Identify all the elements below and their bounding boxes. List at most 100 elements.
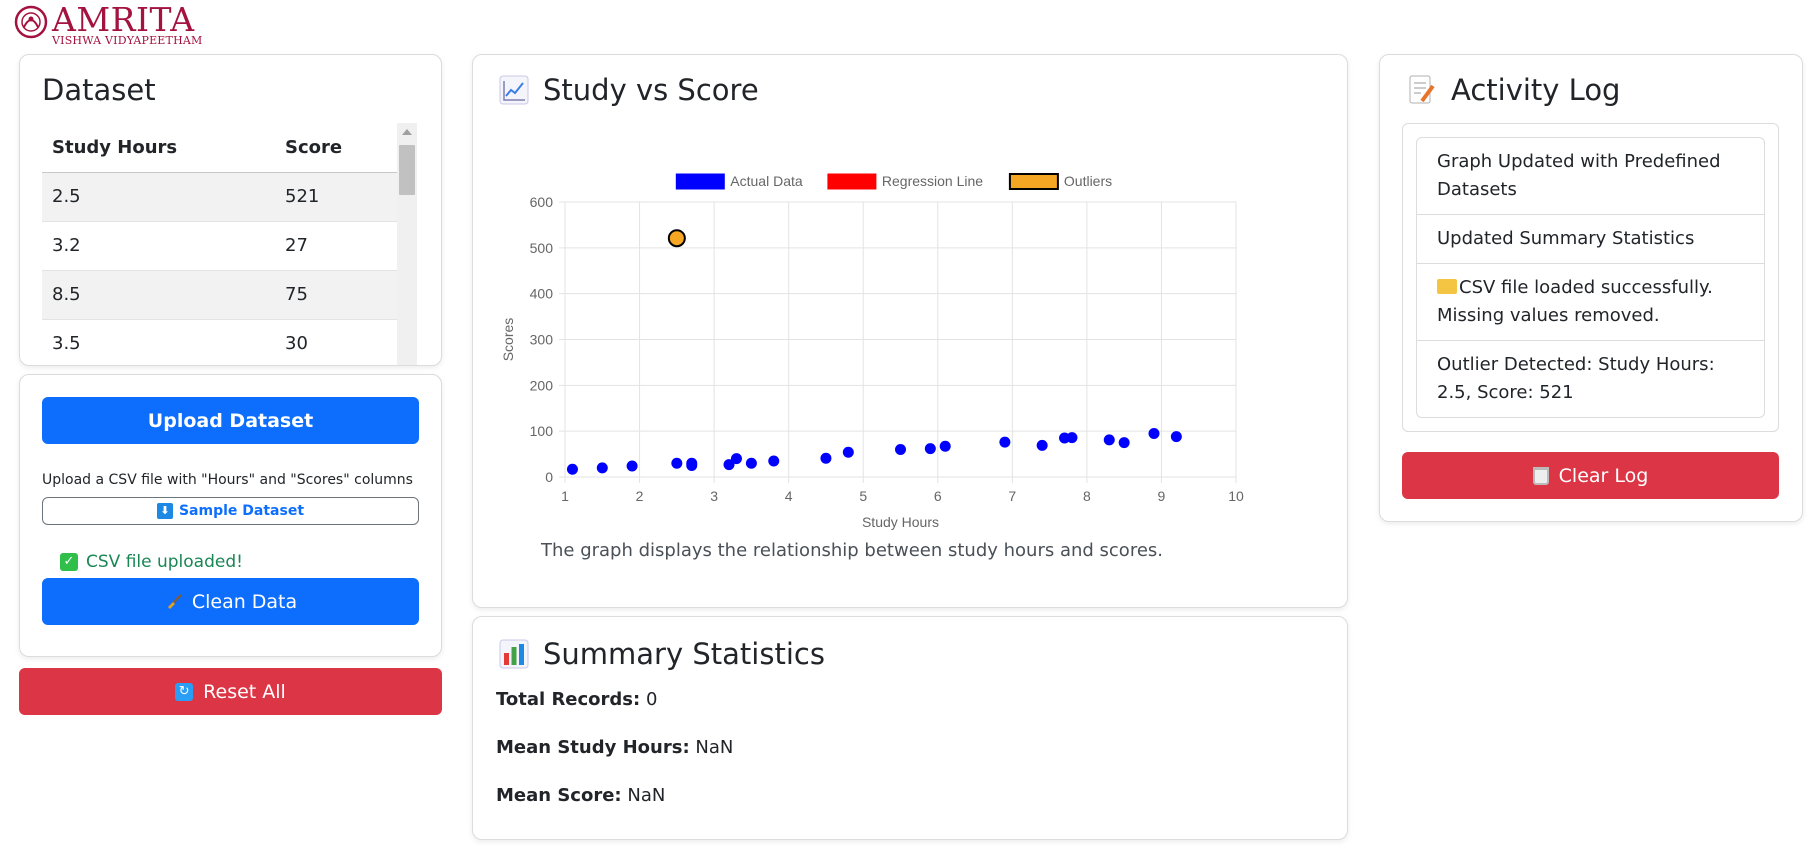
upload-card: Upload Dataset Upload a CSV file with "H… xyxy=(19,374,442,657)
outlier-point xyxy=(667,229,686,248)
scrollbar-thumb[interactable] xyxy=(399,145,415,195)
legend-label: Actual Data xyxy=(730,173,803,189)
reset-all-button[interactable]: ↻ Reset All xyxy=(19,668,442,715)
table-row: 3.5 30 xyxy=(42,319,397,365)
x-tick-label: 5 xyxy=(859,488,867,504)
reset-all-label: Reset All xyxy=(203,680,286,703)
data-point xyxy=(686,457,698,469)
data-point xyxy=(723,459,735,471)
sample-dataset-link[interactable]: ⬇ Sample Dataset xyxy=(42,497,419,525)
legend-swatch xyxy=(827,173,877,190)
data-point xyxy=(596,462,608,474)
sample-dataset-label: Sample Dataset xyxy=(178,503,305,519)
activity-log-container: Graph Updated with Predefined Datasets U… xyxy=(1402,123,1779,432)
data-point xyxy=(1148,427,1160,439)
mean-study-hours-stat: Mean Study Hours: NaN xyxy=(496,737,733,758)
legend-label: Regression Line xyxy=(882,173,983,189)
amrita-logo: AMRITA VISHWA VIDYAPEETHAM xyxy=(14,1,204,47)
data-point xyxy=(939,440,951,452)
chart-icon xyxy=(499,75,529,105)
log-entry: CSV file loaded successfully. Missing va… xyxy=(1417,264,1764,341)
x-tick-label: 1 xyxy=(561,488,569,504)
log-entry: Graph Updated with Predefined Datasets xyxy=(1417,138,1764,215)
cell-study-hours: 8.5 xyxy=(42,270,275,320)
log-entry-text: CSV file loaded successfully. Missing va… xyxy=(1437,277,1713,326)
table-header-row: Study Hours Score xyxy=(42,123,397,173)
y-tick-label: 0 xyxy=(545,469,553,485)
y-tick-label: 600 xyxy=(530,194,554,210)
data-point xyxy=(1103,434,1115,446)
checkmark-icon: ✓ xyxy=(60,553,78,571)
logo-subtitle: VISHWA VIDYAPEETHAM xyxy=(52,34,203,47)
column-header-score: Score xyxy=(275,123,397,173)
cell-score: 521 xyxy=(275,172,397,222)
scroll-up-arrow-icon[interactable] xyxy=(402,129,412,135)
folder-icon xyxy=(1437,279,1457,294)
y-tick-label: 500 xyxy=(530,240,554,256)
data-point xyxy=(768,455,780,467)
dataset-card: Dataset Study Hours Score 2.5 521 3.2 27 xyxy=(19,54,442,366)
clear-log-label: Clear Log xyxy=(1558,464,1649,487)
y-tick-label: 100 xyxy=(530,423,554,439)
upload-hint: Upload a CSV file with "Hours" and "Scor… xyxy=(42,472,413,488)
data-point xyxy=(895,444,906,455)
legend-swatch xyxy=(1008,173,1059,190)
dataset-table: Study Hours Score 2.5 521 3.2 27 8.5 75 xyxy=(42,123,397,365)
activity-log-title: Activity Log xyxy=(1451,73,1621,107)
total-records-value: 0 xyxy=(645,689,658,710)
cell-study-hours: 3.2 xyxy=(42,221,275,271)
chart-legend: Actual Data Regression Line Outliers xyxy=(675,173,1112,190)
mean-study-hours-label: Mean Study Hours: xyxy=(496,737,690,758)
activity-log-header: Activity Log xyxy=(1407,73,1620,107)
dataset-table-container[interactable]: Study Hours Score 2.5 521 3.2 27 8.5 75 xyxy=(42,123,417,365)
log-entry: Outlier Detected: Study Hours: 2.5, Scor… xyxy=(1437,354,1715,403)
data-point xyxy=(820,452,832,464)
table-row: 8.5 75 xyxy=(42,270,397,320)
clean-data-button[interactable]: Clean Data xyxy=(42,578,419,625)
chart-card-header: Study vs Score xyxy=(499,73,759,107)
data-point xyxy=(842,446,854,458)
bar-chart-icon xyxy=(499,639,529,669)
download-icon: ⬇ xyxy=(156,503,173,519)
column-header-study-hours: Study Hours xyxy=(42,123,275,173)
mean-score-value: NaN xyxy=(627,785,666,806)
y-tick-label: 400 xyxy=(530,286,554,302)
cell-study-hours: 2.5 xyxy=(42,172,275,222)
cell-score: 75 xyxy=(275,270,397,320)
data-point xyxy=(730,453,742,465)
activity-log-list: Graph Updated with Predefined Datasets U… xyxy=(1416,137,1765,418)
mean-score-stat: Mean Score: NaN xyxy=(496,785,665,806)
x-tick-label: 3 xyxy=(710,488,718,504)
table-row: 2.5 521 xyxy=(42,172,397,222)
table-row: 3.2 27 xyxy=(42,221,397,271)
data-point xyxy=(924,443,936,455)
data-point xyxy=(1036,439,1048,451)
upload-dataset-button[interactable]: Upload Dataset xyxy=(42,397,419,444)
data-point xyxy=(1066,432,1078,444)
dataset-title: Dataset xyxy=(42,73,156,107)
summary-title: Summary Statistics xyxy=(543,637,825,671)
memo-icon xyxy=(1409,75,1435,104)
x-tick-label: 4 xyxy=(785,488,793,504)
x-tick-label: 2 xyxy=(636,488,644,504)
data-point xyxy=(1170,431,1182,443)
mean-study-hours-value: NaN xyxy=(695,737,734,758)
x-tick-label: 8 xyxy=(1083,488,1091,504)
chart-grid xyxy=(559,201,1237,483)
data-point xyxy=(1118,437,1130,449)
summary-header: Summary Statistics xyxy=(499,637,825,671)
cell-study-hours: 3.5 xyxy=(42,319,275,365)
legend-swatch xyxy=(675,173,725,190)
reset-icon: ↻ xyxy=(175,682,194,701)
mean-score-label: Mean Score: xyxy=(496,785,622,806)
total-records-stat: Total Records: 0 xyxy=(496,689,657,710)
table-scrollbar[interactable] xyxy=(397,123,417,365)
cell-score: 27 xyxy=(275,221,397,271)
clear-log-button[interactable]: Clear Log xyxy=(1402,452,1779,499)
cell-score: 30 xyxy=(275,319,397,365)
upload-status: ✓ CSV file uploaded! xyxy=(60,552,243,572)
trash-icon xyxy=(1532,466,1549,485)
chart-points xyxy=(566,229,1182,475)
